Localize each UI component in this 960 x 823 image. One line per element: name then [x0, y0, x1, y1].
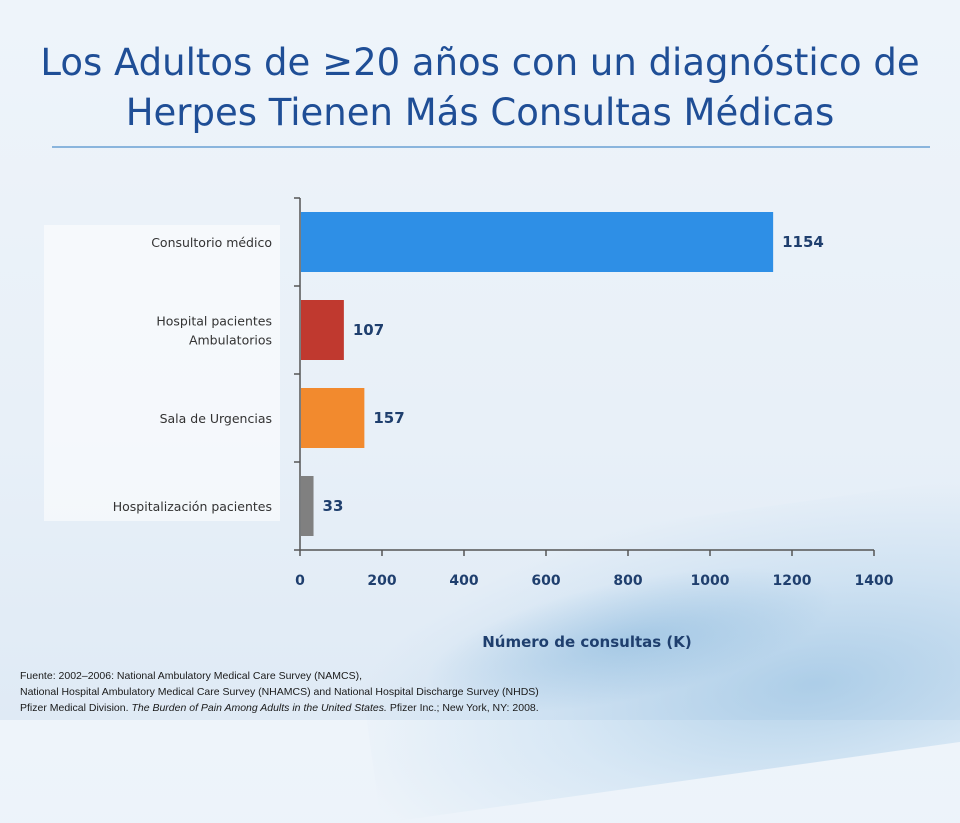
bar — [301, 212, 774, 272]
data-label: 107 — [353, 321, 384, 339]
x-axis-title: Número de consultas (K) — [482, 633, 692, 651]
x-tick-label: 200 — [367, 573, 396, 589]
x-tick-label: 400 — [449, 573, 478, 589]
x-tick-label: 1400 — [855, 573, 894, 589]
slide-title-line-2: Herpes Tienen Más Consultas Médicas — [125, 91, 835, 134]
data-label: 1154 — [782, 233, 824, 251]
bar-chart: 0 200 400 600 800 1000 1200 1400 1154 Consultorio… — [113, 197, 894, 651]
x-tick-label: 1200 — [773, 573, 812, 589]
source-line-2: National Hospital Ambulatory Medical Car… — [20, 686, 539, 698]
category-label-line: Hospital pacientes — [156, 314, 272, 329]
slide-title: Los Adultos de ≥20 años con un diagnósti… — [20, 38, 940, 138]
source-line-3-title: The Burden of Pain Among Adults in the U… — [131, 702, 387, 714]
category-label: Hospital pacientes Ambulatorios — [156, 314, 272, 348]
bar — [301, 388, 365, 448]
source-line-3: Pfizer Medical Division. The Burden of P… — [20, 700, 920, 716]
source-line-3-suffix: Pfizer Inc.; New York, NY: 2008. — [386, 702, 539, 714]
data-label: 157 — [373, 409, 404, 427]
source-line-3-prefix: Pfizer Medical Division. — [20, 702, 132, 714]
source-citation: Fuente: 2002–2006: National Ambulatory M… — [20, 668, 920, 716]
category-label-line: Sala de Urgencias — [160, 411, 272, 426]
category-label-line: Ambulatorios — [189, 333, 272, 348]
title-underline — [52, 146, 930, 148]
x-tick-label: 1000 — [691, 573, 730, 589]
x-tick-label: 600 — [531, 573, 560, 589]
x-tick-label: 0 — [295, 573, 305, 589]
bar — [301, 300, 344, 360]
slide-title-line-1: Los Adultos de ≥20 años con un diagnósti… — [40, 41, 920, 84]
x-tick-label: 800 — [613, 573, 642, 589]
category-label: Hospitalización pacientes — [113, 499, 272, 514]
category-label-line: Consultorio médico — [151, 235, 272, 250]
data-label: 33 — [323, 497, 344, 515]
category-label: Sala de Urgencias — [160, 411, 272, 426]
category-label-line: Hospitalización pacientes — [113, 499, 272, 514]
category-label: Consultorio médico — [151, 235, 272, 250]
bar — [301, 476, 314, 536]
category-label-panel — [44, 225, 280, 521]
source-line-1: Fuente: 2002–2006: National Ambulatory M… — [20, 670, 362, 682]
